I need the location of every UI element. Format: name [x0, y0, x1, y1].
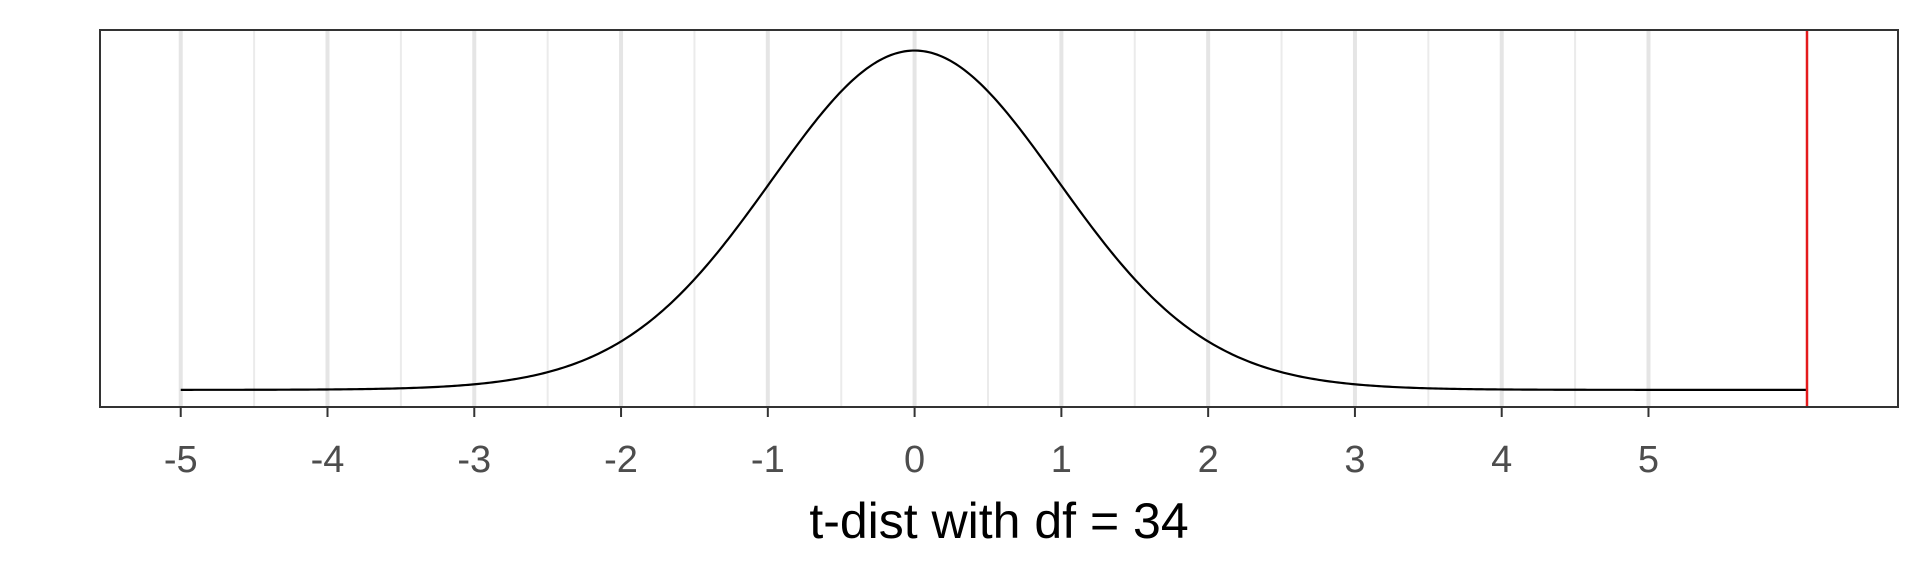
x-axis-title: t-dist with df = 34 [809, 493, 1188, 549]
x-tick-label: 1 [1051, 439, 1072, 481]
x-tick-label: -5 [164, 439, 198, 481]
density-curve [180, 49, 1807, 391]
x-tick-label: -1 [751, 439, 785, 481]
panel-border [99, 29, 1899, 408]
x-tick-label: 0 [904, 439, 925, 481]
grid-lines [178, 30, 1651, 407]
x-axis-ticks: -5 -4 -3 -2 -1 0 1 2 3 4 5 [164, 407, 1659, 481]
x-tick-label: -2 [604, 439, 638, 481]
curve-layer [180, 49, 1807, 391]
x-tick-label: -3 [457, 439, 491, 481]
x-tick-label: -4 [311, 439, 345, 481]
x-tick-label: 5 [1638, 439, 1659, 481]
x-tick-label: 4 [1491, 439, 1512, 481]
x-tick-label: 3 [1344, 439, 1365, 481]
x-tick-label: 2 [1198, 439, 1219, 481]
